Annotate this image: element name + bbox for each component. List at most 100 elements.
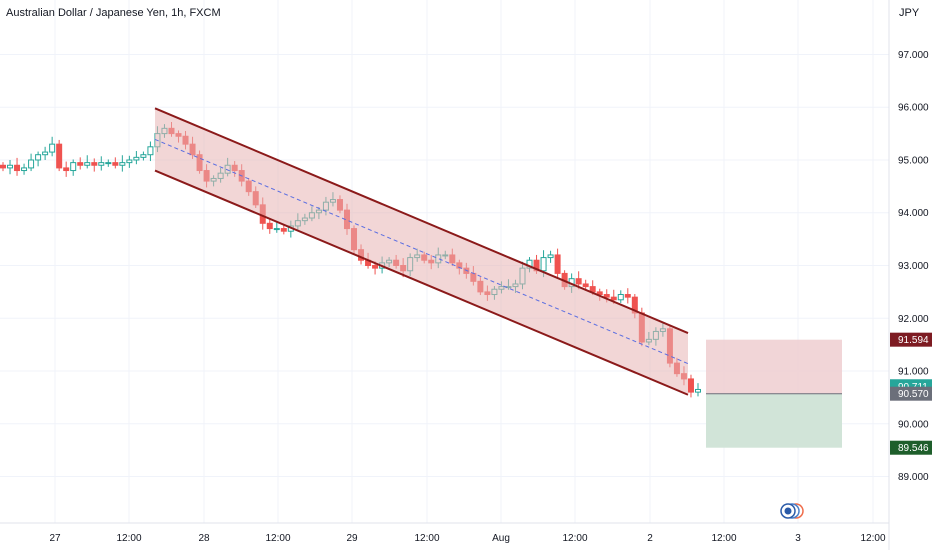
- take-profit-zone: [706, 393, 842, 448]
- stop-price-tag-text: 91.594: [898, 335, 929, 346]
- candle: [35, 151, 42, 167]
- x-tick-label: 12:00: [414, 533, 439, 544]
- candle: [126, 155, 133, 168]
- candle: [687, 374, 694, 398]
- candle-body: [28, 159, 35, 169]
- target-price-tag-text: 89.546: [898, 443, 929, 454]
- y-tick-label: 89.000: [898, 472, 929, 483]
- candle: [28, 153, 35, 172]
- candle: [7, 159, 14, 175]
- x-tick-label: 12:00: [562, 533, 587, 544]
- candle: [70, 159, 77, 176]
- stop-price-tag-bg: [890, 332, 932, 347]
- candle: [280, 225, 287, 235]
- candle: [147, 141, 154, 162]
- candle-body: [140, 154, 147, 158]
- y-tick-label: 94.000: [898, 208, 929, 219]
- candle-body: [119, 162, 126, 166]
- candle: [77, 157, 84, 170]
- candle: [91, 158, 98, 172]
- candle: [554, 248, 561, 278]
- candle-body: [280, 228, 287, 232]
- x-tick-label: 28: [198, 533, 210, 544]
- candle-body: [42, 151, 49, 156]
- candle: [266, 219, 273, 234]
- candle: [63, 161, 70, 177]
- candle-body: [35, 154, 42, 161]
- x-tick-label: 2: [647, 533, 653, 544]
- x-tick-label: 12:00: [711, 533, 736, 544]
- y-tick-label: 95.000: [898, 155, 929, 166]
- events-badge-icon: [780, 503, 804, 519]
- y-tick-label: 92.000: [898, 314, 929, 325]
- candle-body: [596, 291, 603, 296]
- candle: [140, 151, 147, 161]
- candle: [0, 162, 6, 172]
- candle-body: [617, 294, 624, 301]
- candle: [98, 156, 105, 171]
- x-tick-label: 12:00: [860, 533, 885, 544]
- x-tick-label: 27: [49, 533, 61, 544]
- channel-median-line: [154, 138, 689, 365]
- candle-body: [84, 162, 91, 166]
- candle: [617, 290, 624, 303]
- candle-body: [56, 143, 63, 169]
- candle-body: [575, 278, 582, 285]
- candle-body: [133, 156, 140, 161]
- x-tick-label: 12:00: [116, 533, 141, 544]
- candle-body: [610, 296, 617, 301]
- candle-body: [624, 294, 631, 298]
- stop-loss-zone: [706, 339, 842, 394]
- entry-price-tag-bg: [890, 386, 932, 401]
- candle-body: [77, 162, 84, 166]
- stop-price-tag: 91.594: [890, 332, 932, 347]
- candle: [119, 155, 126, 172]
- candle-body: [687, 378, 694, 393]
- candle: [624, 288, 631, 304]
- candle-body: [603, 294, 610, 298]
- candle-body: [112, 162, 119, 166]
- y-tick-label: 96.000: [898, 103, 929, 114]
- channel-upper-line: [154, 107, 689, 334]
- position-tool: [706, 339, 842, 448]
- badge-dot: [784, 507, 792, 515]
- candle-body: [695, 388, 701, 393]
- candle-body: [547, 254, 554, 259]
- candle: [547, 250, 554, 263]
- candle-body: [582, 283, 589, 288]
- candle-body: [372, 265, 379, 269]
- candle: [273, 222, 280, 233]
- candle: [56, 139, 63, 172]
- y-tick-label: 90.000: [898, 419, 929, 430]
- candle-body: [540, 257, 547, 272]
- x-tick-label: 12:00: [265, 533, 290, 544]
- candle: [84, 155, 91, 169]
- candle-body: [14, 164, 21, 172]
- entry-price-tag: 90.570: [890, 386, 932, 401]
- candle-body: [70, 162, 77, 172]
- target-price-tag-bg: [890, 440, 932, 455]
- candle-body: [273, 228, 280, 231]
- y-tick-label: 97.000: [898, 50, 929, 61]
- candle: [112, 157, 119, 169]
- candle-body: [266, 222, 273, 230]
- candle: [21, 163, 28, 175]
- candle-body: [7, 164, 14, 169]
- candle-body: [49, 143, 56, 153]
- regression-channel: [154, 107, 689, 396]
- entry-price-tag-text: 90.570: [898, 389, 929, 400]
- candle: [695, 383, 701, 397]
- y-tick-label: 93.000: [898, 261, 929, 272]
- candle: [14, 157, 21, 176]
- candle: [42, 146, 49, 160]
- candle: [105, 159, 112, 167]
- candle-body: [63, 167, 70, 172]
- candle-body: [147, 146, 154, 156]
- candle-body: [91, 162, 98, 166]
- x-tick-label: Aug: [492, 533, 510, 544]
- channel-lower-line: [154, 169, 689, 396]
- candle-body: [105, 162, 112, 165]
- candle-body: [21, 167, 28, 172]
